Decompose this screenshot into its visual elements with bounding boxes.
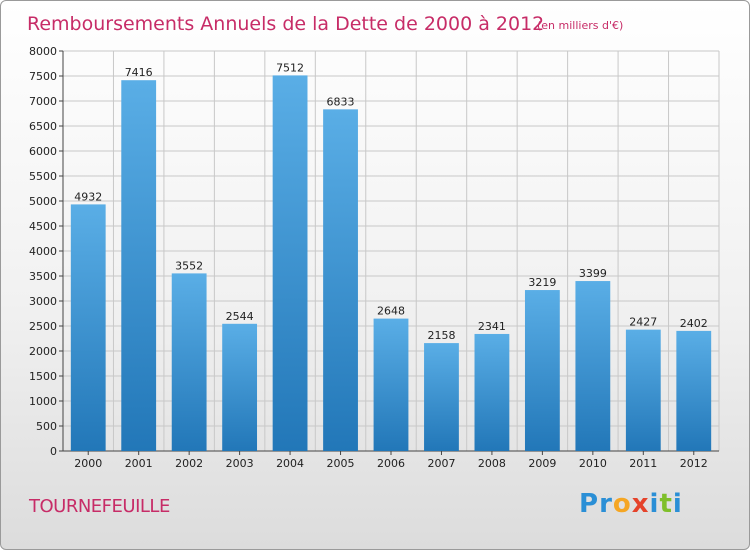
y-tick-label: 0	[50, 445, 57, 458]
x-tick-label: 2004	[276, 457, 304, 470]
bar-2008	[474, 333, 510, 451]
logo-letter: i	[672, 489, 683, 519]
y-tick-label: 2500	[29, 320, 57, 333]
y-tick-label: 7000	[29, 95, 57, 108]
y-tick-label: 8000	[29, 45, 57, 58]
bar-2001	[121, 80, 157, 451]
data-label: 6833	[327, 95, 355, 108]
data-label: 7512	[276, 61, 304, 74]
y-tick-label: 7500	[29, 70, 57, 83]
town-name: TOURNEFEUILLE	[29, 496, 170, 517]
bar-2009	[524, 290, 560, 451]
x-tick-label: 2005	[327, 457, 355, 470]
proxiti-logo: Proxiti	[579, 489, 683, 519]
x-tick-label: 2012	[680, 457, 708, 470]
chart-title: Remboursements Annuels de la Dette de 20…	[27, 13, 544, 35]
y-tick-label: 500	[36, 420, 57, 433]
data-label: 2427	[629, 316, 657, 329]
x-tick-label: 2008	[478, 457, 506, 470]
x-tick-label: 2003	[226, 457, 254, 470]
data-label: 7416	[125, 66, 153, 79]
bar-2011	[625, 329, 661, 451]
logo-letter: x	[631, 489, 650, 519]
data-label: 4932	[74, 190, 102, 203]
y-tick-label: 6500	[29, 120, 57, 133]
bar-2006	[373, 318, 409, 451]
x-tick-label: 2000	[74, 457, 102, 470]
bar-2003	[222, 323, 258, 451]
y-tick-label: 6000	[29, 145, 57, 158]
data-label: 2402	[680, 317, 708, 330]
x-tick-label: 2009	[528, 457, 556, 470]
data-label: 2544	[226, 310, 254, 323]
bar-2004	[272, 75, 308, 452]
logo-letter: t	[659, 489, 673, 519]
data-label: 3552	[175, 259, 203, 272]
logo-letter: r	[599, 489, 613, 519]
y-tick-label: 5000	[29, 195, 57, 208]
x-tick-label: 2001	[125, 457, 153, 470]
y-tick-label: 4500	[29, 220, 57, 233]
y-tick-label: 5500	[29, 170, 57, 183]
y-tick-label: 1500	[29, 370, 57, 383]
data-label: 2158	[427, 329, 455, 342]
data-labels: 4932 7416 3552 2544 7512 6833 2648 2158 2341 3219…	[74, 61, 708, 342]
bar-2010	[575, 281, 611, 451]
bars	[70, 75, 712, 452]
bar-2000	[70, 204, 106, 451]
bar-2007	[424, 343, 459, 451]
x-tick-label: 2006	[377, 457, 405, 470]
x-tick-label: 2010	[579, 457, 607, 470]
logo-letter: o	[612, 489, 632, 519]
y-tick-label: 3500	[29, 270, 57, 283]
data-label: 2341	[478, 320, 506, 333]
x-tick-label: 2002	[175, 457, 203, 470]
y-tick-label: 2000	[29, 345, 57, 358]
data-label: 3399	[579, 267, 607, 280]
logo-letter: P	[579, 489, 600, 519]
bar-2002	[171, 273, 207, 451]
y-tick-label: 4000	[29, 245, 57, 258]
data-label: 2648	[377, 305, 405, 318]
x-tick-label: 2007	[427, 457, 455, 470]
y-tick-label: 3000	[29, 295, 57, 308]
logo-letter: i	[649, 489, 660, 519]
bar-2012	[676, 330, 712, 451]
chart-subtitle: (en milliers d'€)	[537, 19, 623, 32]
data-label: 3219	[528, 276, 556, 289]
y-tick-label: 1000	[29, 395, 57, 408]
x-tick-label: 2011	[629, 457, 657, 470]
bar-2005	[323, 109, 358, 451]
